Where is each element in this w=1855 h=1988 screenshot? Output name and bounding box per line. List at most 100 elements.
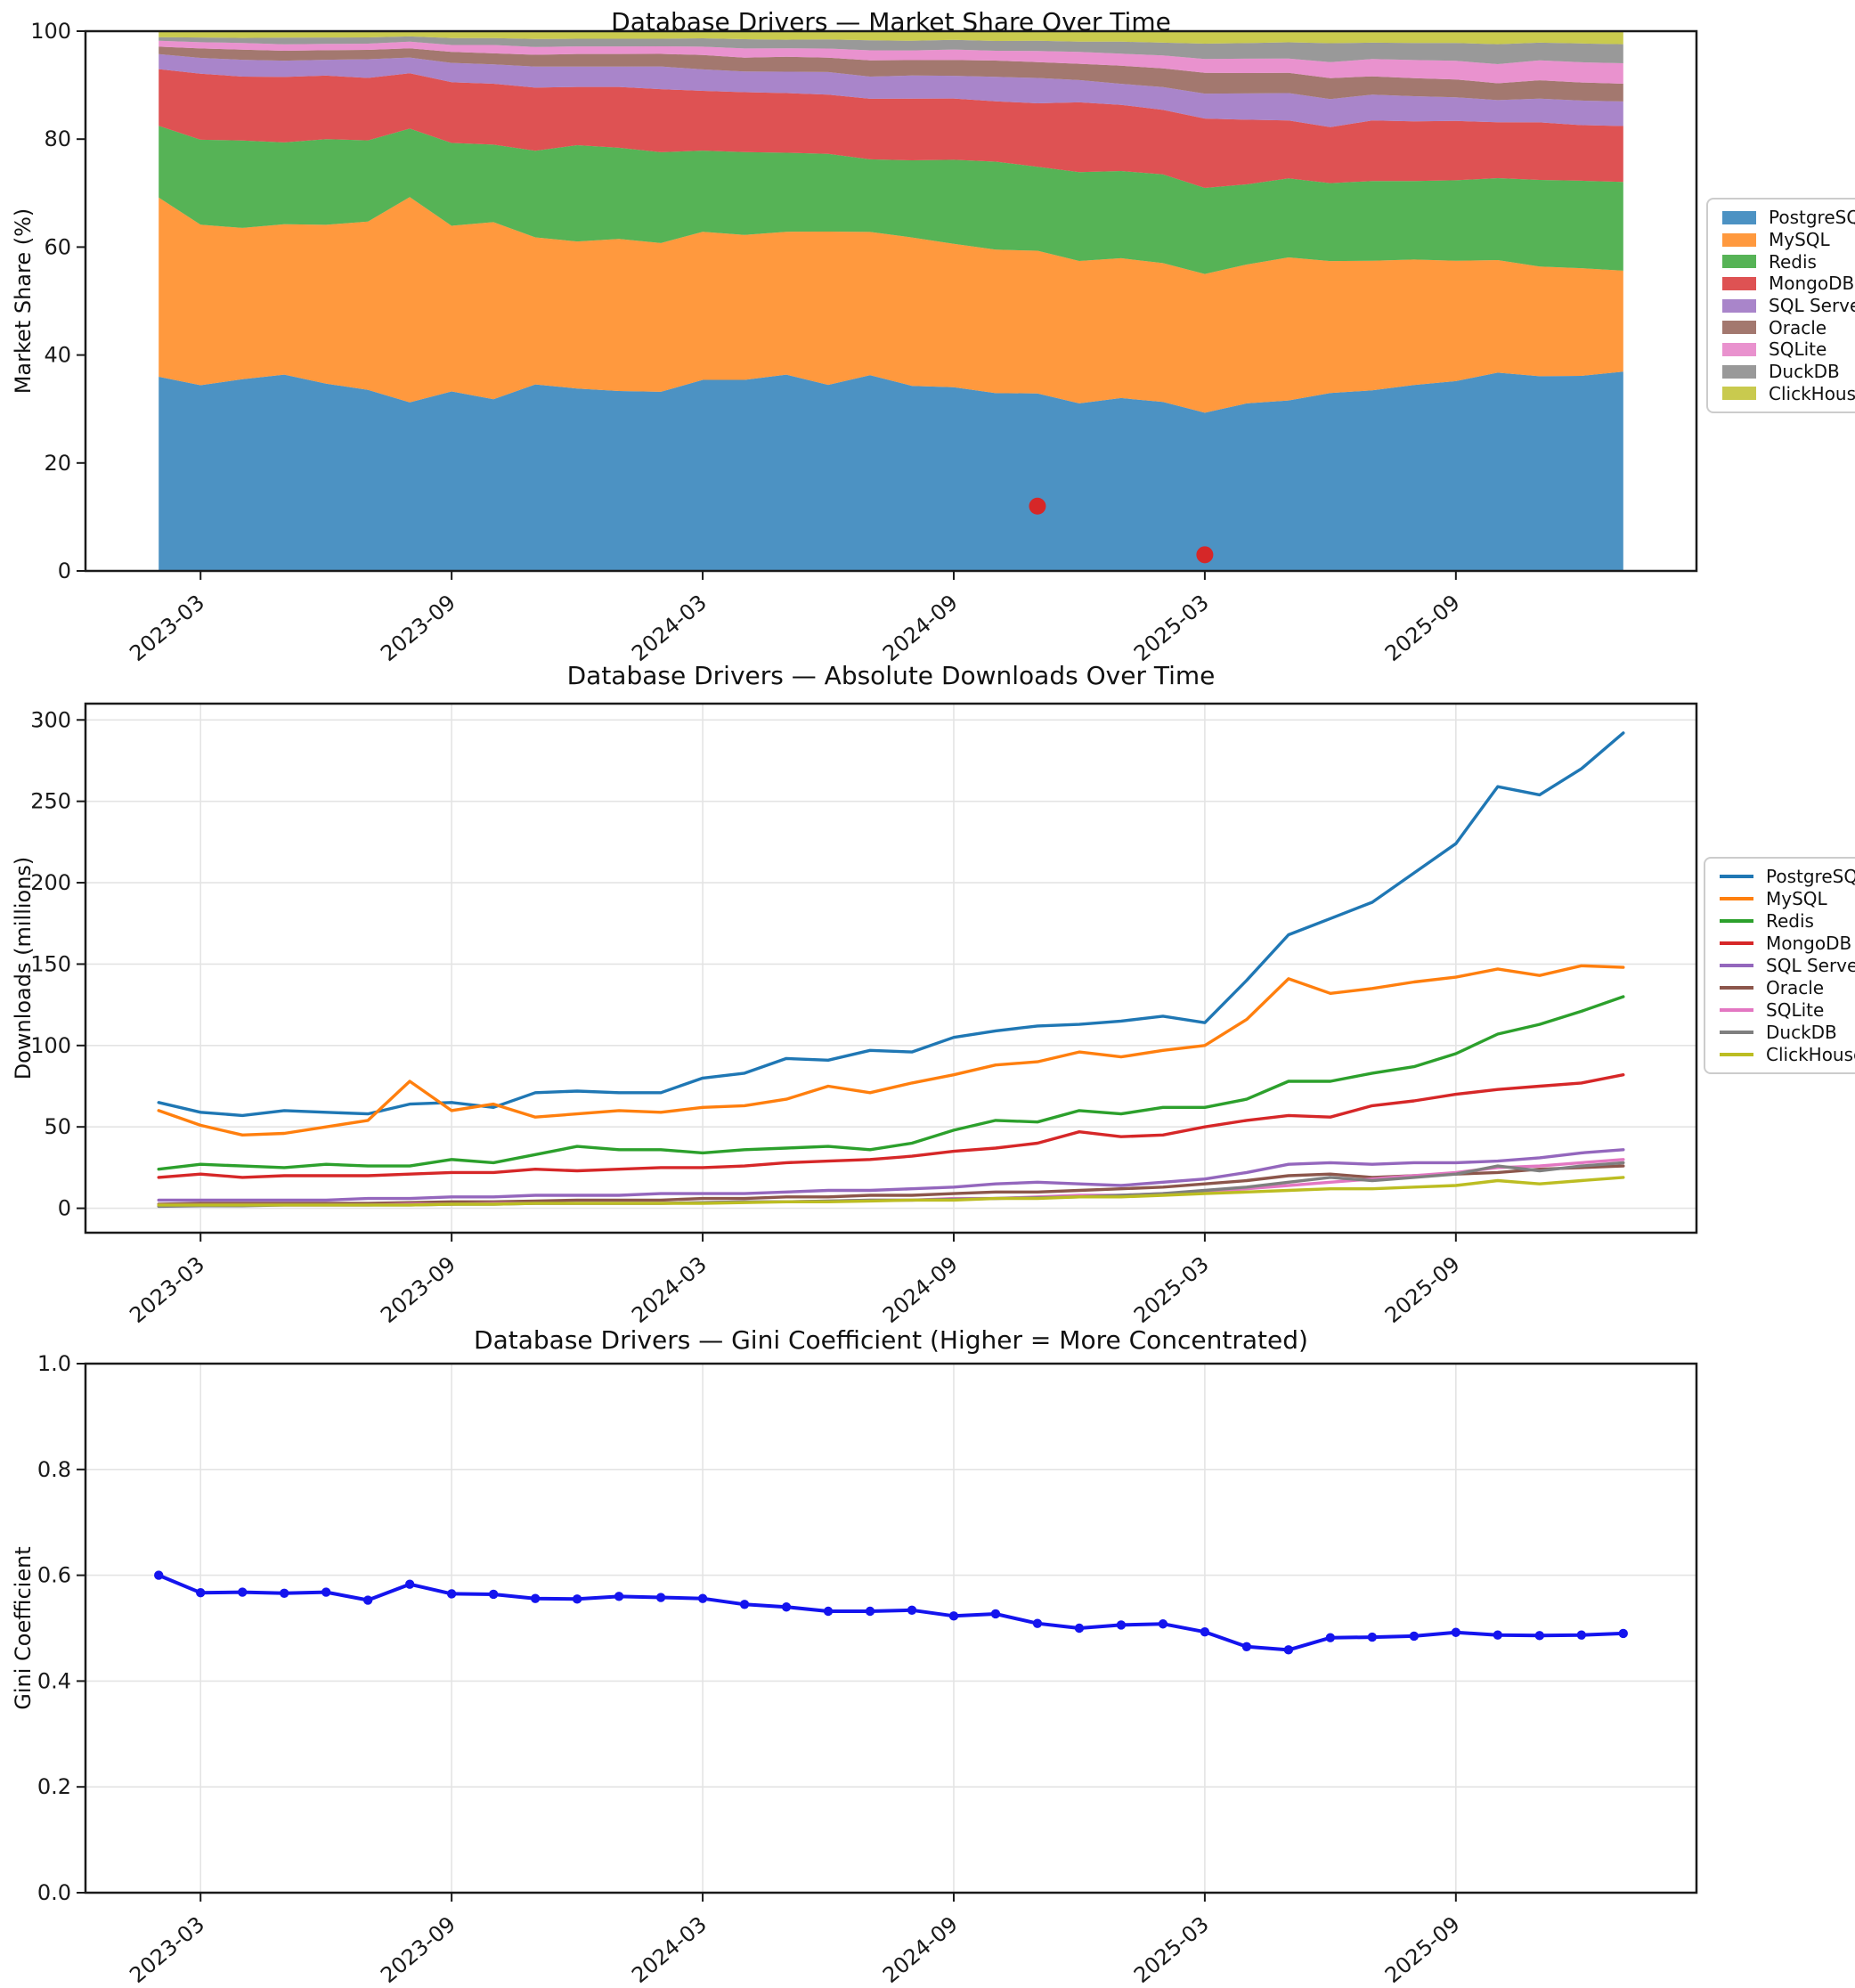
line-sql-server xyxy=(157,1148,1625,1202)
legend-item-duckdb: DuckDB xyxy=(1722,361,1855,383)
legend-item-oracle: Oracle xyxy=(1722,316,1855,338)
svg-text:0.2: 0.2 xyxy=(37,1774,71,1799)
svg-text:80: 80 xyxy=(44,126,71,151)
svg-text:2025-03: 2025-03 xyxy=(1129,1911,1214,1988)
legend-label: SQL Server xyxy=(1769,295,1855,317)
legend-item-mysql: MySQL xyxy=(1722,229,1855,251)
gini-marker xyxy=(321,1587,331,1597)
svg-text:2023-03: 2023-03 xyxy=(125,1911,209,1988)
svg-text:2024-03: 2024-03 xyxy=(627,590,712,666)
svg-text:150: 150 xyxy=(30,951,71,976)
legend-item-mysql: MySQL xyxy=(1720,888,1855,910)
svg-text:0: 0 xyxy=(58,558,71,583)
market-share-legend: PostgreSQLMySQLRedisMongoDBSQL ServerOra… xyxy=(1706,198,1855,413)
gini-marker xyxy=(1241,1642,1252,1651)
legend-item-duckdb: DuckDB xyxy=(1720,1021,1855,1043)
svg-text:2023-09: 2023-09 xyxy=(376,590,460,666)
gini-marker xyxy=(154,1570,164,1580)
line-redis xyxy=(157,995,1625,1171)
legend-item-clickhouse: ClickHouse xyxy=(1722,382,1855,404)
svg-text:2024-09: 2024-09 xyxy=(878,1251,963,1328)
downloads-title: Database Drivers — Absolute Downloads Ov… xyxy=(566,661,1216,690)
legend-item-sql-server: SQL Server xyxy=(1720,955,1855,977)
gini-marker xyxy=(865,1606,875,1617)
gini-marker xyxy=(1451,1627,1461,1637)
gini-marker xyxy=(1618,1628,1628,1639)
gini-marker xyxy=(823,1606,834,1617)
gini-marker xyxy=(907,1605,917,1616)
legend-swatch-postgresql xyxy=(1720,875,1753,879)
svg-text:2024-09: 2024-09 xyxy=(878,590,963,666)
gini-marker xyxy=(446,1589,457,1599)
market-share-plot-area: 0 20 40 60 80 100 2023-03 2023-09 2024-03 2024-09… xyxy=(30,19,1698,666)
svg-text:100: 100 xyxy=(30,1033,71,1058)
gini-marker xyxy=(1534,1631,1544,1641)
downloads-plot-area: 0 50 100 150 200 250 300 2023-03 2023-09 2024-03 2… xyxy=(30,702,1698,1328)
gini-marker xyxy=(990,1609,1001,1619)
gini-marker xyxy=(655,1593,666,1602)
svg-text:0.8: 0.8 xyxy=(37,1457,71,1482)
legend-swatch-mongodb xyxy=(1720,941,1753,946)
legend-swatch-mysql xyxy=(1722,232,1756,247)
legend-swatch-oracle xyxy=(1722,321,1756,335)
gini-marker xyxy=(1074,1623,1085,1634)
gini-marker xyxy=(1576,1630,1586,1640)
area-mysql xyxy=(159,197,1623,413)
svg-text:2025-03: 2025-03 xyxy=(1129,590,1214,666)
svg-text:40: 40 xyxy=(44,343,71,368)
gini-marker xyxy=(1409,1631,1420,1642)
svg-text:2024-03: 2024-03 xyxy=(627,1911,712,1988)
svg-text:2024-03: 2024-03 xyxy=(627,1251,712,1328)
legend-swatch-duckdb xyxy=(1722,364,1756,379)
gini-marker xyxy=(1283,1645,1294,1655)
svg-text:2024-09: 2024-09 xyxy=(878,1911,963,1988)
legend-item-sql-server: SQL Server xyxy=(1722,295,1855,317)
area-duckdb xyxy=(159,36,1623,64)
legend-swatch-oracle xyxy=(1720,985,1753,990)
svg-text:2025-09: 2025-09 xyxy=(1380,1911,1465,1988)
legend-label: Redis xyxy=(1766,910,1814,933)
gini-marker xyxy=(614,1592,624,1601)
legend-label: MongoDB xyxy=(1769,273,1855,295)
area-redis xyxy=(159,126,1623,274)
gini-marker xyxy=(781,1602,792,1612)
legend-label: SQL Server xyxy=(1766,955,1855,976)
gini-marker xyxy=(238,1587,248,1597)
legend-label: ClickHouse xyxy=(1766,1043,1855,1065)
area-sql-server xyxy=(159,53,1623,127)
area-postgresql xyxy=(159,371,1623,571)
legend-swatch-mysql xyxy=(1720,897,1753,901)
legend-label: Redis xyxy=(1769,250,1817,273)
line-mongodb xyxy=(157,1072,1625,1179)
svg-text:0.0: 0.0 xyxy=(37,1880,71,1905)
svg-text:1.0: 1.0 xyxy=(37,1351,71,1376)
svg-text:0.6: 0.6 xyxy=(37,1563,71,1588)
legend-label: MySQL xyxy=(1766,888,1827,910)
legend-label: Oracle xyxy=(1769,316,1827,338)
anomaly-dot-2025-03 xyxy=(1196,546,1214,564)
legend-item-redis: Redis xyxy=(1722,250,1855,273)
svg-text:0: 0 xyxy=(58,1196,71,1221)
legend-swatch-postgresql xyxy=(1722,210,1756,224)
legend-swatch-sql-server xyxy=(1720,964,1753,967)
legend-item-redis: Redis xyxy=(1720,910,1855,933)
gini-marker xyxy=(1116,1620,1127,1630)
line-postgresql xyxy=(157,731,1625,1118)
gini-marker xyxy=(404,1579,415,1589)
svg-text:100: 100 xyxy=(30,19,71,44)
legend-swatch-mongodb xyxy=(1722,276,1756,290)
downloads-legend: PostgreSQLMySQLRedisMongoDBSQL ServerOra… xyxy=(1704,857,1855,1074)
legend-label: ClickHouse xyxy=(1769,382,1855,404)
svg-text:60: 60 xyxy=(44,234,71,259)
gini-title: Database Drivers — Gini Coefficient (Hig… xyxy=(474,1325,1308,1355)
legend-item-postgresql: PostgreSQL xyxy=(1720,866,1855,888)
legend-swatch-duckdb xyxy=(1720,1030,1753,1034)
legend-swatch-redis xyxy=(1722,255,1756,269)
legend-swatch-sqlite xyxy=(1720,1007,1753,1012)
svg-text:2023-03: 2023-03 xyxy=(125,1251,209,1328)
gini-marker xyxy=(279,1588,289,1598)
area-sqlite xyxy=(159,40,1623,84)
svg-text:20: 20 xyxy=(44,451,71,476)
legend-swatch-clickhouse xyxy=(1720,1052,1753,1056)
gini-plot-area: 0.0 0.2 0.4 0.6 0.8 1.0 2023-03 2023-09 2024-03 2… xyxy=(37,1351,1698,1988)
